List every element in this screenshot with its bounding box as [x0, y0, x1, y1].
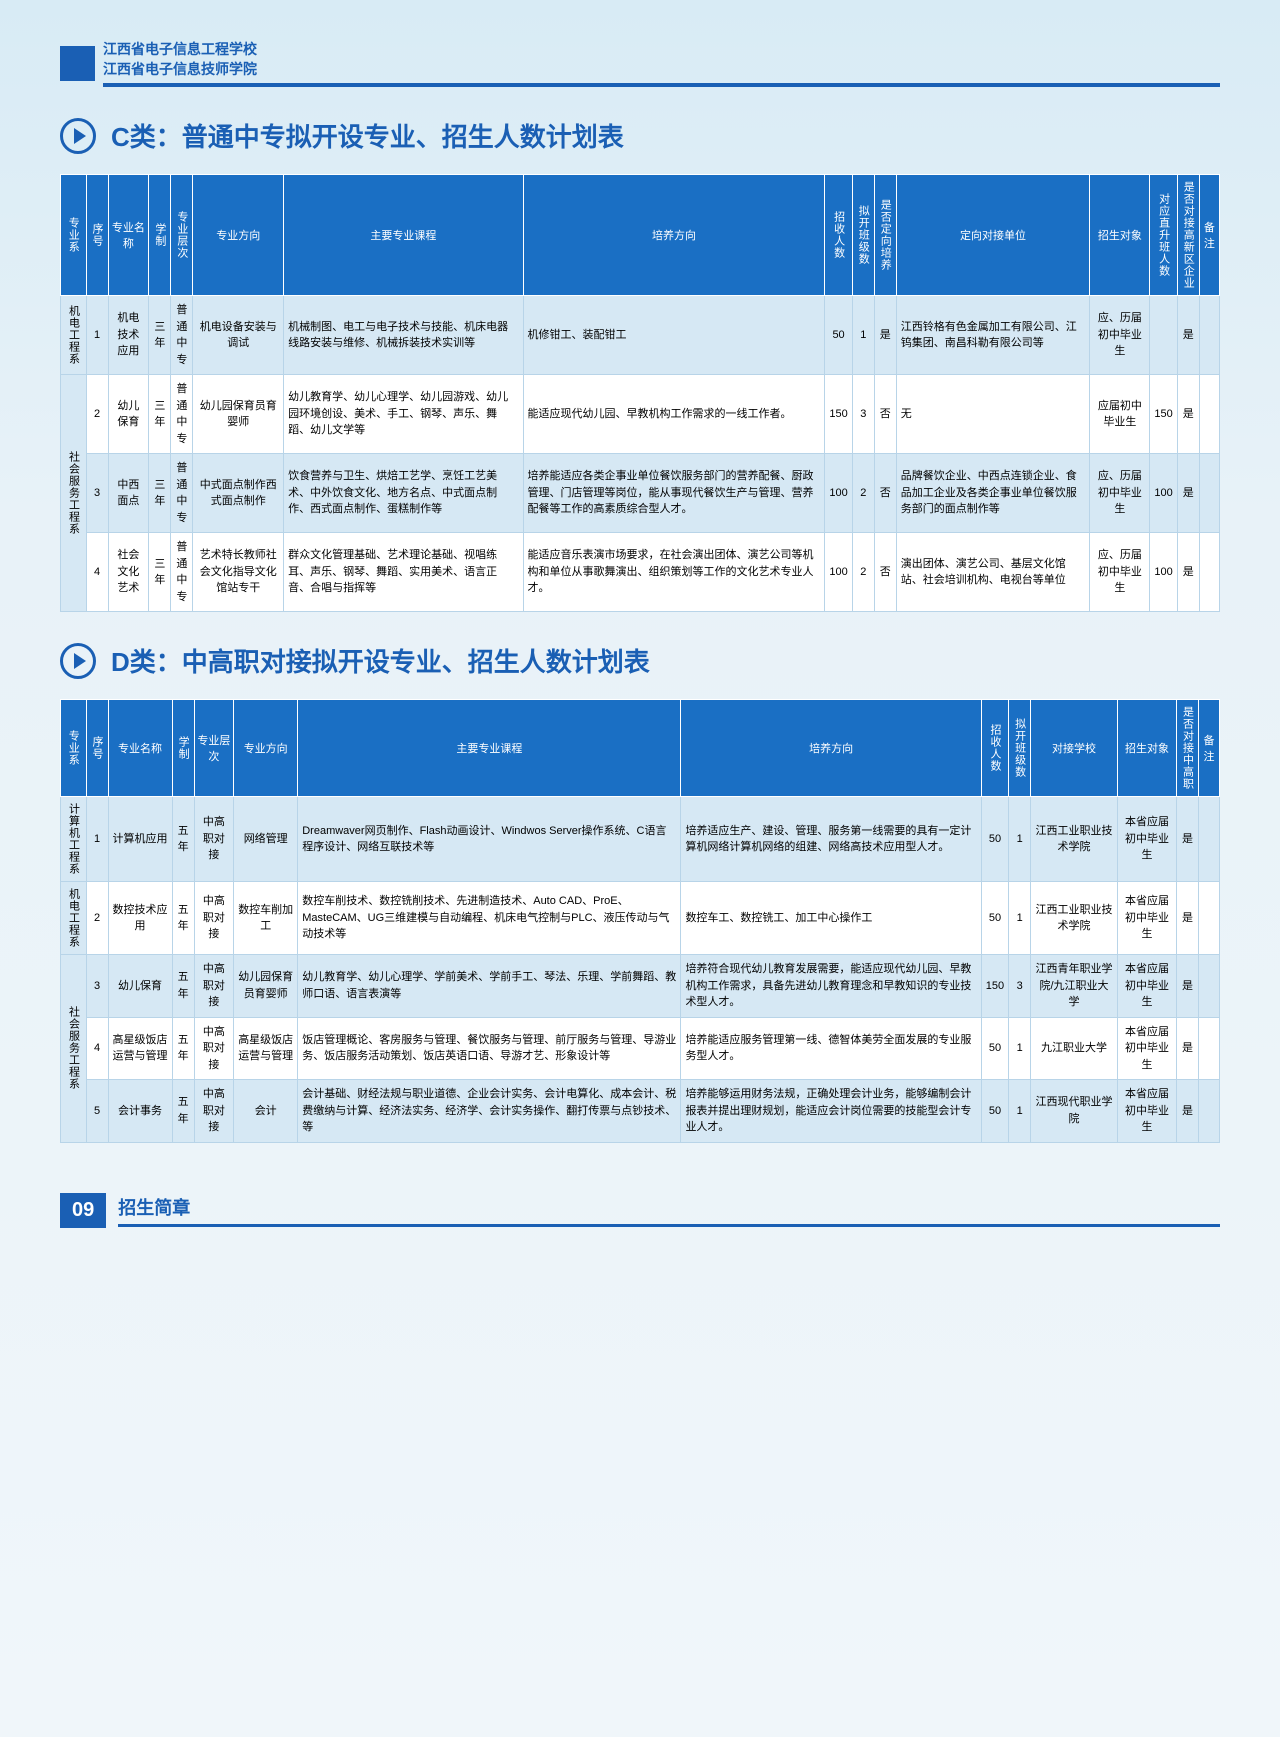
- page-footer: 09 招生简章: [60, 1193, 1220, 1228]
- section-d-title: D类：中高职对接拟开设专业、招生人数计划表: [60, 642, 1220, 679]
- footer-label: 招生简章: [118, 1194, 1220, 1227]
- school-name-2: 江西省电子信息技师学院: [103, 60, 1220, 80]
- play-icon: [60, 118, 96, 154]
- page-header: 江西省电子信息工程学校 江西省电子信息技师学院: [60, 40, 1220, 87]
- page-number: 09: [60, 1193, 106, 1228]
- school-name-1: 江西省电子信息工程学校: [103, 40, 1220, 60]
- header-square: [60, 46, 95, 81]
- section-c-title: C类：普通中专拟开设专业、招生人数计划表: [60, 117, 1220, 154]
- play-icon: [60, 643, 96, 679]
- table-d: 专业系序号专业名称学制专业层次专业方向主要专业课程培养方向招收人数拟开班级数对接…: [60, 699, 1220, 1143]
- section-c-heading: C类：普通中专拟开设专业、招生人数计划表: [111, 117, 624, 154]
- table-c: 专业系序号专业名称学制专业层次专业方向主要专业课程培养方向招收人数拟开班级数是否…: [60, 174, 1220, 612]
- section-d-heading: D类：中高职对接拟开设专业、招生人数计划表: [111, 642, 650, 679]
